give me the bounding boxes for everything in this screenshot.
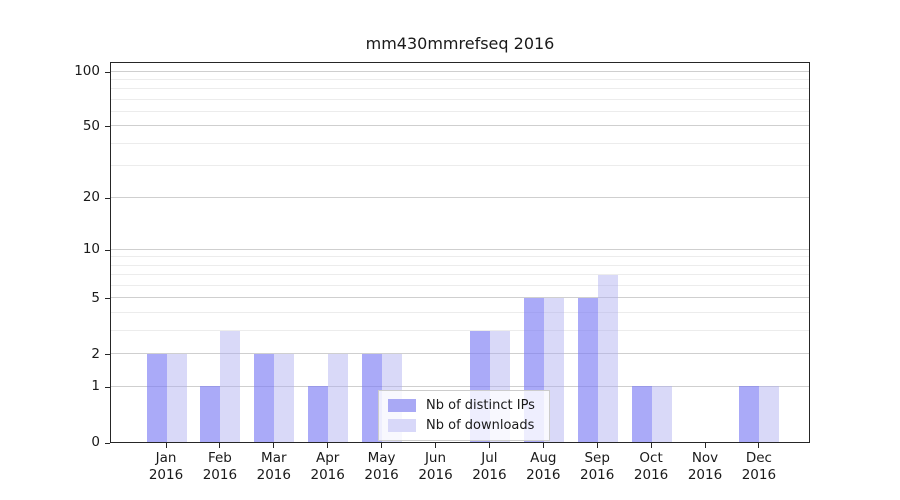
gridline-minor — [111, 143, 809, 144]
bar-distinct-ips — [200, 386, 221, 442]
y-axis-tick — [105, 298, 110, 300]
gridline-minor — [111, 165, 809, 167]
bar-distinct-ips — [146, 353, 167, 442]
y-axis-tick — [105, 249, 110, 251]
gridline-minor — [111, 285, 809, 287]
x-tick-label: Jun 2016 — [418, 450, 453, 483]
bar-distinct-ips — [254, 353, 275, 442]
x-axis-tick — [758, 443, 760, 448]
gridline-minor — [111, 88, 809, 90]
bar-downloads — [759, 386, 780, 442]
gridline-minor — [111, 274, 809, 276]
y-tick-label: 10 — [82, 241, 100, 258]
bar-distinct-ips — [631, 386, 652, 442]
bar-downloads — [328, 353, 349, 442]
bar-distinct-ips — [739, 386, 760, 442]
x-tick-label: Jan 2016 — [148, 450, 184, 483]
x-tick-label: Feb 2016 — [202, 450, 238, 483]
gridline-major — [111, 385, 809, 387]
x-axis-tick — [435, 443, 436, 448]
bar-distinct-ips — [308, 386, 329, 442]
x-axis-tick — [219, 443, 221, 448]
x-tick-label: May 2016 — [364, 450, 399, 483]
bar-downloads — [166, 353, 187, 442]
legend-entry-distinct-ips: Nb of distinct IPs — [388, 398, 535, 413]
x-axis-tick — [704, 443, 706, 448]
chart-title: mm430mmrefseq 2016 — [365, 34, 555, 53]
bar-downloads — [220, 330, 241, 442]
x-axis-tick — [327, 443, 329, 448]
x-tick-label: Aug 2016 — [526, 450, 561, 483]
y-tick-label: 1 — [91, 378, 100, 395]
x-tick-label: Nov 2016 — [687, 450, 723, 483]
x-tick-label: Mar 2016 — [256, 450, 291, 483]
y-axis-tick — [105, 386, 110, 388]
gridline-major — [111, 297, 809, 299]
bar-distinct-ips — [362, 353, 383, 442]
x-axis-tick — [381, 443, 383, 448]
x-tick-label: Sep 2016 — [580, 450, 615, 483]
gridline-minor — [111, 330, 809, 332]
chart-legend: Nb of distinct IPs Nb of downloads — [378, 390, 550, 441]
x-tick-label: Apr 2016 — [310, 450, 345, 483]
bar-distinct-ips — [577, 298, 598, 442]
y-axis-tick — [105, 71, 110, 73]
legend-swatch-distinct-ips — [388, 399, 416, 412]
y-tick-label: 2 — [91, 345, 100, 362]
x-axis-tick — [650, 443, 652, 448]
plot-area — [110, 62, 810, 443]
x-tick-label: Oct 2016 — [633, 450, 669, 483]
gridline-major — [111, 70, 809, 72]
legend-entry-downloads: Nb of downloads — [388, 418, 535, 433]
gridline-minor — [111, 312, 809, 314]
y-axis-tick — [105, 442, 110, 444]
gridline-major — [111, 248, 809, 250]
gridline-minor — [111, 78, 809, 80]
gridline-minor — [111, 264, 809, 266]
x-tick-label: Dec 2016 — [741, 450, 777, 483]
gridline-minor — [111, 111, 809, 113]
gridline-major — [111, 353, 809, 355]
legend-label-downloads: Nb of downloads — [426, 418, 535, 433]
bar-downloads — [274, 353, 295, 442]
y-tick-label: 0 — [91, 434, 100, 450]
x-axis-tick — [596, 443, 598, 448]
gridline-minor — [111, 98, 809, 100]
gridline-major — [111, 125, 809, 127]
x-tick-label: Jul 2016 — [472, 450, 507, 483]
y-axis-tick — [105, 354, 110, 356]
x-axis-tick — [165, 443, 167, 448]
legend-swatch-downloads — [388, 419, 416, 432]
y-axis-tick — [105, 197, 110, 199]
y-tick-label: 100 — [74, 63, 100, 79]
y-axis-tick — [105, 126, 110, 128]
x-axis-tick — [488, 443, 490, 448]
legend-label-distinct-ips: Nb of distinct IPs — [426, 398, 535, 413]
y-tick-label: 20 — [82, 189, 100, 206]
bar-downloads — [651, 386, 672, 442]
x-axis-tick — [273, 443, 275, 448]
gridline-minor — [111, 256, 809, 258]
bar-downloads — [597, 274, 618, 442]
gridline-major — [111, 196, 809, 198]
y-tick-label: 50 — [82, 117, 100, 134]
y-tick-label: 5 — [91, 289, 100, 306]
x-axis-tick — [542, 443, 544, 448]
